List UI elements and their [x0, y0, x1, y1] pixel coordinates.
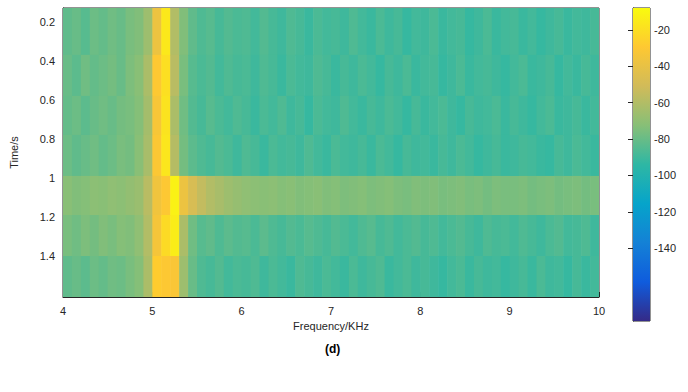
svg-text:-100: -100 [654, 169, 676, 181]
svg-text:0.2: 0.2 [40, 16, 55, 28]
svg-text:1: 1 [49, 172, 55, 184]
svg-text:1.2: 1.2 [40, 211, 55, 223]
svg-text:8: 8 [417, 305, 423, 317]
svg-text:10: 10 [593, 305, 605, 317]
svg-text:0.6: 0.6 [40, 94, 55, 106]
svg-text:7: 7 [328, 305, 334, 317]
svg-text:-140: -140 [654, 242, 676, 254]
svg-text:-20: -20 [654, 24, 670, 36]
svg-text:Time/s: Time/s [8, 136, 20, 169]
svg-text:-120: -120 [654, 206, 676, 218]
svg-text:6: 6 [239, 305, 245, 317]
svg-text:1.4: 1.4 [40, 250, 55, 262]
svg-text:-80: -80 [654, 133, 670, 145]
svg-text:Frequency/KHz: Frequency/KHz [293, 320, 369, 332]
svg-text:5: 5 [149, 305, 155, 317]
svg-text:(d): (d) [325, 342, 340, 356]
svg-text:-40: -40 [654, 60, 670, 72]
svg-text:0.8: 0.8 [40, 133, 55, 145]
svg-text:0.4: 0.4 [40, 55, 55, 67]
svg-text:-60: -60 [654, 97, 670, 109]
svg-text:9: 9 [507, 305, 513, 317]
svg-text:4: 4 [60, 305, 66, 317]
